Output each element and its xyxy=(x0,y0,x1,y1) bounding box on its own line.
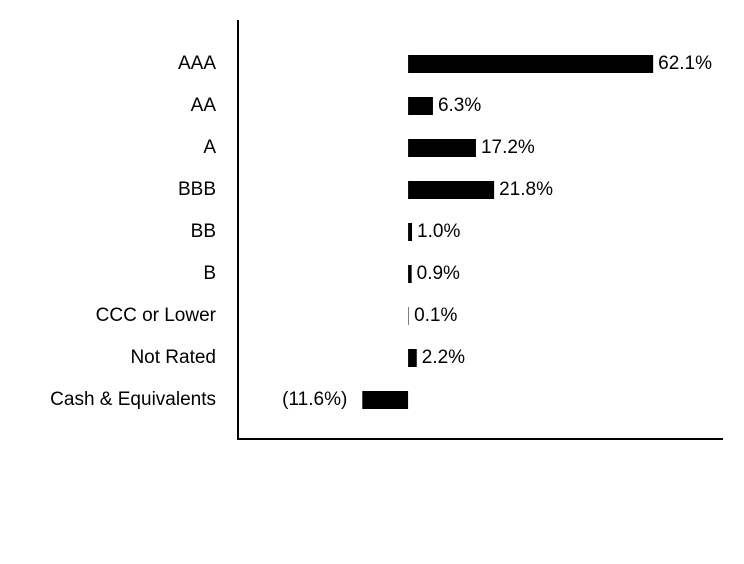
bar xyxy=(408,265,412,283)
value-label: 21.8% xyxy=(499,179,553,200)
bar xyxy=(408,349,417,367)
value-label: 0.9% xyxy=(417,263,460,284)
bar xyxy=(408,139,476,157)
bar xyxy=(408,97,433,115)
value-label: (11.6%) xyxy=(282,389,347,410)
category-label: BBB xyxy=(178,179,216,200)
value-label: 0.1% xyxy=(414,305,457,326)
category-label: BB xyxy=(191,221,216,242)
bar xyxy=(408,223,413,241)
category-label: AA xyxy=(191,95,217,116)
bar xyxy=(408,55,654,73)
category-label: CCC or Lower xyxy=(96,305,217,326)
value-label: 17.2% xyxy=(481,137,535,158)
category-label: AAA xyxy=(178,53,216,74)
category-label: A xyxy=(203,137,216,158)
value-label: 2.2% xyxy=(422,347,465,368)
value-label: 62.1% xyxy=(658,53,712,74)
category-label: Not Rated xyxy=(130,347,216,368)
value-label: 1.0% xyxy=(417,221,460,242)
category-label: B xyxy=(203,263,216,284)
bar xyxy=(408,307,409,325)
value-label: 6.3% xyxy=(438,95,481,116)
bar xyxy=(408,181,495,199)
category-label: Cash & Equivalents xyxy=(50,389,216,410)
bar xyxy=(362,391,409,409)
